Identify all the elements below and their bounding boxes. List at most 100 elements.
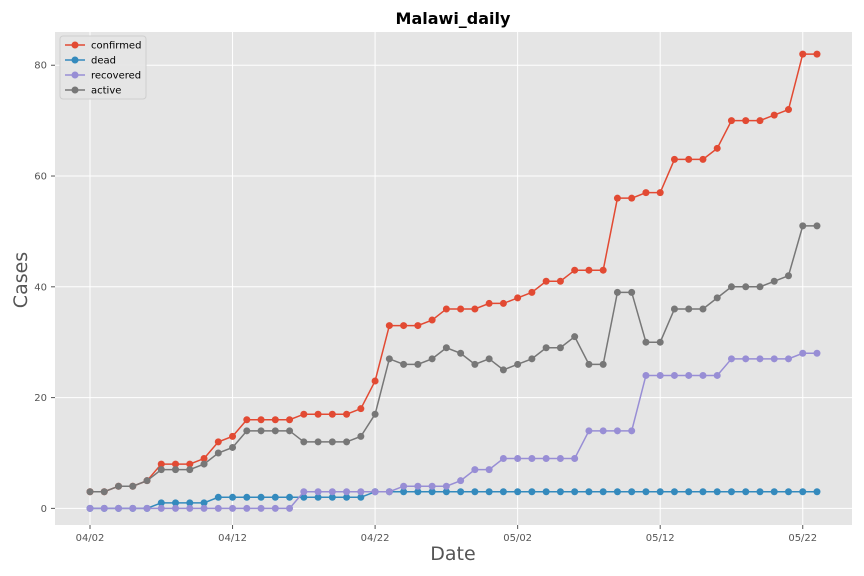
dead-point bbox=[200, 499, 208, 507]
active-point bbox=[485, 355, 493, 363]
recovered-point bbox=[442, 482, 450, 490]
confirmed-point bbox=[471, 305, 479, 313]
y-axis-label: Cases bbox=[10, 252, 32, 308]
active-point bbox=[514, 360, 522, 368]
legend-label-confirmed: confirmed bbox=[91, 41, 141, 52]
active-point bbox=[328, 438, 336, 446]
active-point bbox=[172, 466, 180, 474]
series-active bbox=[86, 222, 821, 496]
recovered-point bbox=[200, 504, 208, 512]
dead-point bbox=[485, 488, 493, 496]
recovered-point bbox=[143, 504, 151, 512]
active-line bbox=[90, 225, 817, 493]
confirmed-point bbox=[229, 432, 237, 440]
dead-point bbox=[300, 493, 308, 501]
y-tick-label: 80 bbox=[34, 61, 47, 72]
active-point bbox=[143, 477, 151, 485]
confirmed-point bbox=[186, 460, 194, 468]
confirmed-point bbox=[286, 416, 294, 424]
dead-point bbox=[571, 488, 579, 496]
recovered-point bbox=[157, 504, 165, 512]
confirmed-point bbox=[300, 410, 308, 418]
dead-point bbox=[727, 488, 735, 496]
recovered-point bbox=[556, 455, 564, 463]
dead-point bbox=[813, 488, 821, 496]
recovered-point bbox=[599, 427, 607, 435]
recovered-point bbox=[129, 504, 137, 512]
confirmed-point bbox=[599, 266, 607, 274]
confirmed-point bbox=[214, 438, 222, 446]
active-point bbox=[457, 349, 465, 357]
dead-point bbox=[713, 488, 721, 496]
confirmed-point bbox=[385, 322, 393, 330]
confirmed-point bbox=[613, 194, 621, 202]
active-point bbox=[770, 277, 778, 285]
dead-point bbox=[357, 493, 365, 501]
confirmed-point bbox=[514, 294, 522, 302]
recovered-point bbox=[371, 488, 379, 496]
confirmed-point bbox=[713, 144, 721, 152]
active-point bbox=[385, 355, 393, 363]
confirmed-point bbox=[200, 455, 208, 463]
dead-point bbox=[628, 488, 636, 496]
active-point bbox=[357, 432, 365, 440]
active-point bbox=[371, 410, 379, 418]
active-point bbox=[428, 355, 436, 363]
dead-point bbox=[784, 488, 792, 496]
legend-label-dead: dead bbox=[91, 56, 116, 67]
grid-lines bbox=[55, 32, 852, 525]
confirmed-point bbox=[628, 194, 636, 202]
active-point bbox=[727, 283, 735, 291]
recovered-point bbox=[428, 482, 436, 490]
axis-ticks: 0 20 40 60 80 04/02 04/12 04/22 05/02 05/12 05/22 bbox=[34, 61, 817, 544]
recovered-point bbox=[784, 355, 792, 363]
confirmed-point bbox=[314, 410, 322, 418]
active-point bbox=[585, 360, 593, 368]
confirmed-point bbox=[428, 316, 436, 324]
active-point bbox=[571, 333, 579, 341]
confirmed-point bbox=[371, 377, 379, 385]
recovered-point bbox=[485, 466, 493, 474]
x-tick-label: 04/22 bbox=[361, 533, 390, 544]
active-point bbox=[115, 482, 123, 490]
dead-point bbox=[414, 488, 422, 496]
active-point bbox=[599, 360, 607, 368]
recovered-point bbox=[286, 504, 294, 512]
dead-point bbox=[343, 493, 351, 501]
confirmed-point bbox=[813, 50, 821, 58]
y-tick-label: 0 bbox=[41, 504, 47, 515]
recovered-point bbox=[343, 488, 351, 496]
recovered-point bbox=[414, 482, 422, 490]
legend-marker-recovered bbox=[71, 71, 79, 79]
dead-point bbox=[314, 493, 322, 501]
recovered-point bbox=[385, 488, 393, 496]
dead-point bbox=[656, 488, 664, 496]
recovered-point bbox=[499, 455, 507, 463]
dead-point bbox=[556, 488, 564, 496]
active-point bbox=[613, 288, 621, 296]
recovered-point bbox=[542, 455, 550, 463]
active-point bbox=[257, 427, 265, 435]
x-tick-label: 04/12 bbox=[218, 533, 247, 544]
active-point bbox=[670, 305, 678, 313]
active-point bbox=[499, 366, 507, 374]
dead-point bbox=[499, 488, 507, 496]
plot-area bbox=[55, 32, 852, 525]
recovered-point bbox=[172, 504, 180, 512]
recovered-point bbox=[528, 455, 536, 463]
x-tick-label: 04/02 bbox=[76, 533, 105, 544]
recovered-point bbox=[314, 488, 322, 496]
recovered-line bbox=[90, 352, 817, 510]
active-point bbox=[214, 449, 222, 457]
confirmed-point bbox=[343, 410, 351, 418]
legend-label-active: active bbox=[91, 86, 121, 97]
confirmed-point bbox=[542, 277, 550, 285]
recovered-point bbox=[799, 349, 807, 357]
active-point bbox=[713, 294, 721, 302]
confirmed-point bbox=[357, 405, 365, 413]
recovered-point bbox=[585, 427, 593, 435]
legend-marker-confirmed bbox=[71, 41, 79, 49]
x-tick-label: 05/12 bbox=[646, 533, 675, 544]
active-point bbox=[243, 427, 251, 435]
recovered-point bbox=[300, 488, 308, 496]
